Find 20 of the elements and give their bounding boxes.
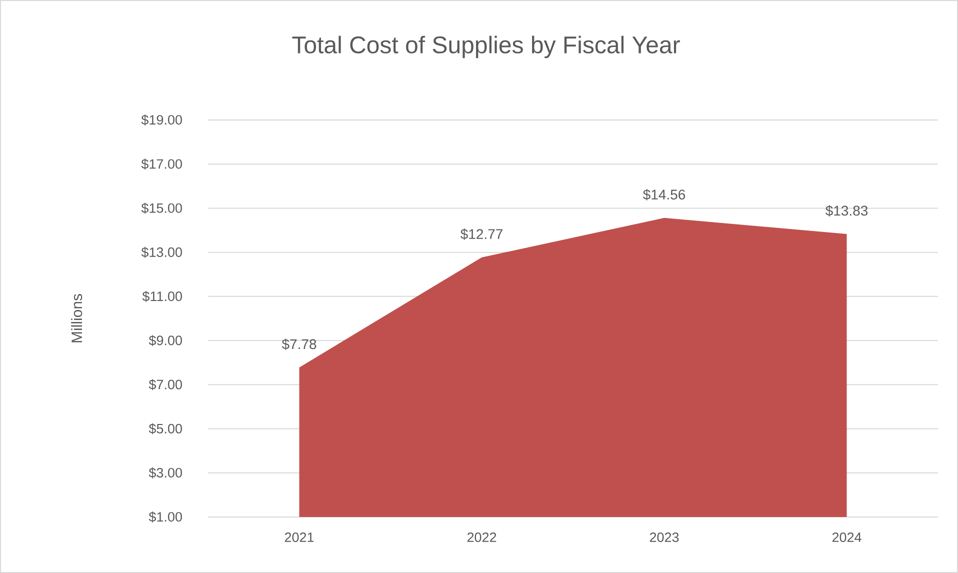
y-tick-label: $9.00 — [148, 335, 182, 346]
y-axis-title: Millions — [71, 294, 82, 342]
y-tick-label: $7.00 — [148, 379, 182, 390]
y-tick-label: $11.00 — [142, 290, 182, 302]
y-tick-label: $13.00 — [141, 246, 182, 258]
x-tick-label: 2023 — [650, 532, 679, 542]
x-tick-label: 2022 — [467, 532, 496, 542]
y-tick-label: $5.00 — [148, 423, 182, 434]
x-tick-label: 2024 — [832, 532, 862, 542]
data-label: $14.56 — [643, 189, 686, 200]
data-label: $13.83 — [826, 205, 868, 216]
data-label: $12.77 — [460, 228, 502, 240]
data-label: $7.78 — [282, 338, 316, 350]
y-tick-label: $1.00 — [148, 512, 182, 522]
y-tick-label: $19.00 — [141, 114, 182, 126]
y-tick-label: $15.00 — [141, 202, 182, 214]
x-tick-label: 2021 — [284, 532, 314, 542]
y-tick-label: $3.00 — [148, 467, 182, 478]
chart-title: Total Cost of Supplies by Fiscal Year — [292, 36, 680, 58]
y-tick-label: $17.00 — [141, 158, 182, 170]
